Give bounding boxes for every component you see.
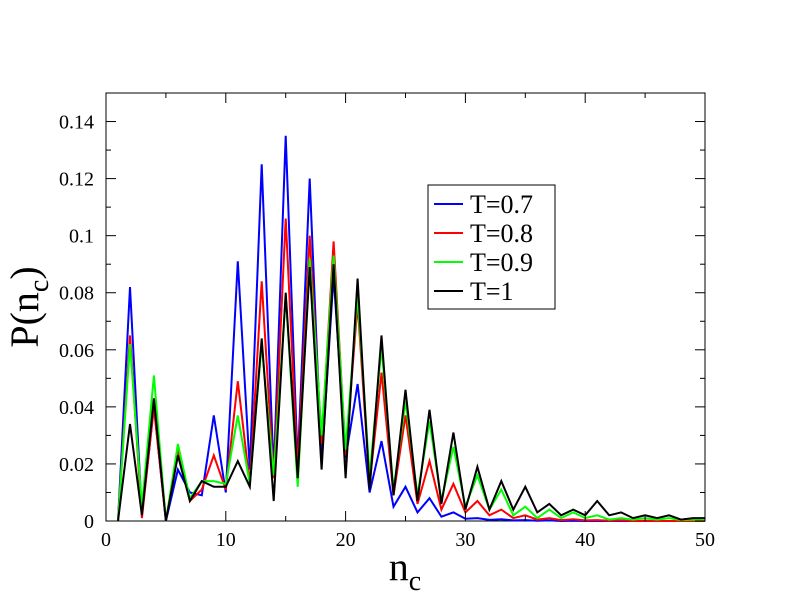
series-line-t-1 xyxy=(117,264,705,522)
y-axis-title: P(nc) xyxy=(2,266,55,347)
x-tick-label: 30 xyxy=(455,529,475,551)
y-axis-title-suffix: ) xyxy=(2,266,47,279)
series-layer xyxy=(117,135,706,523)
x-axis-title-sub: c xyxy=(409,566,421,597)
series-line-t-0-9 xyxy=(117,255,706,522)
legend-label-t08: T=0.8 xyxy=(470,219,533,248)
plot-frame xyxy=(105,92,706,522)
legend-label-t07: T=0.7 xyxy=(470,190,533,219)
y-tick-label: 0.08 xyxy=(59,283,94,305)
y-tick-label: 0.06 xyxy=(59,340,94,362)
y-axis-title-prefix: P(n xyxy=(2,292,47,348)
tick-layer: 0 10 20 30 40 50 0 0.02 0.04 0.06 0.08 0.1 0.12 0.14 xyxy=(59,93,715,551)
y-tick-label: 0.14 xyxy=(59,112,94,134)
x-tick-label: 20 xyxy=(336,529,356,551)
y-tick-label: 0.12 xyxy=(59,169,94,191)
legend-label-t1: T=1 xyxy=(470,277,514,306)
legend-label-t09: T=0.9 xyxy=(470,248,533,277)
y-tick-label: 0.02 xyxy=(59,454,94,476)
legend: T=0.7 T=0.8 T=0.9 T=1 xyxy=(427,184,556,310)
y-axis-title-sub: c xyxy=(24,280,55,292)
x-axis-title: nc xyxy=(389,544,421,597)
x-axis-title-base: n xyxy=(389,544,409,589)
x-tick-label: 50 xyxy=(695,529,715,551)
y-tick-label: 0.04 xyxy=(59,397,94,419)
x-tick-label: 10 xyxy=(216,529,236,551)
legend-box xyxy=(427,184,556,310)
x-tick-label: 40 xyxy=(575,529,595,551)
y-tick-label: 0 xyxy=(84,511,94,533)
x-tick-label: 0 xyxy=(101,529,111,551)
series-line-t-0-8 xyxy=(117,218,705,523)
y-tick-label: 0.1 xyxy=(69,226,94,248)
